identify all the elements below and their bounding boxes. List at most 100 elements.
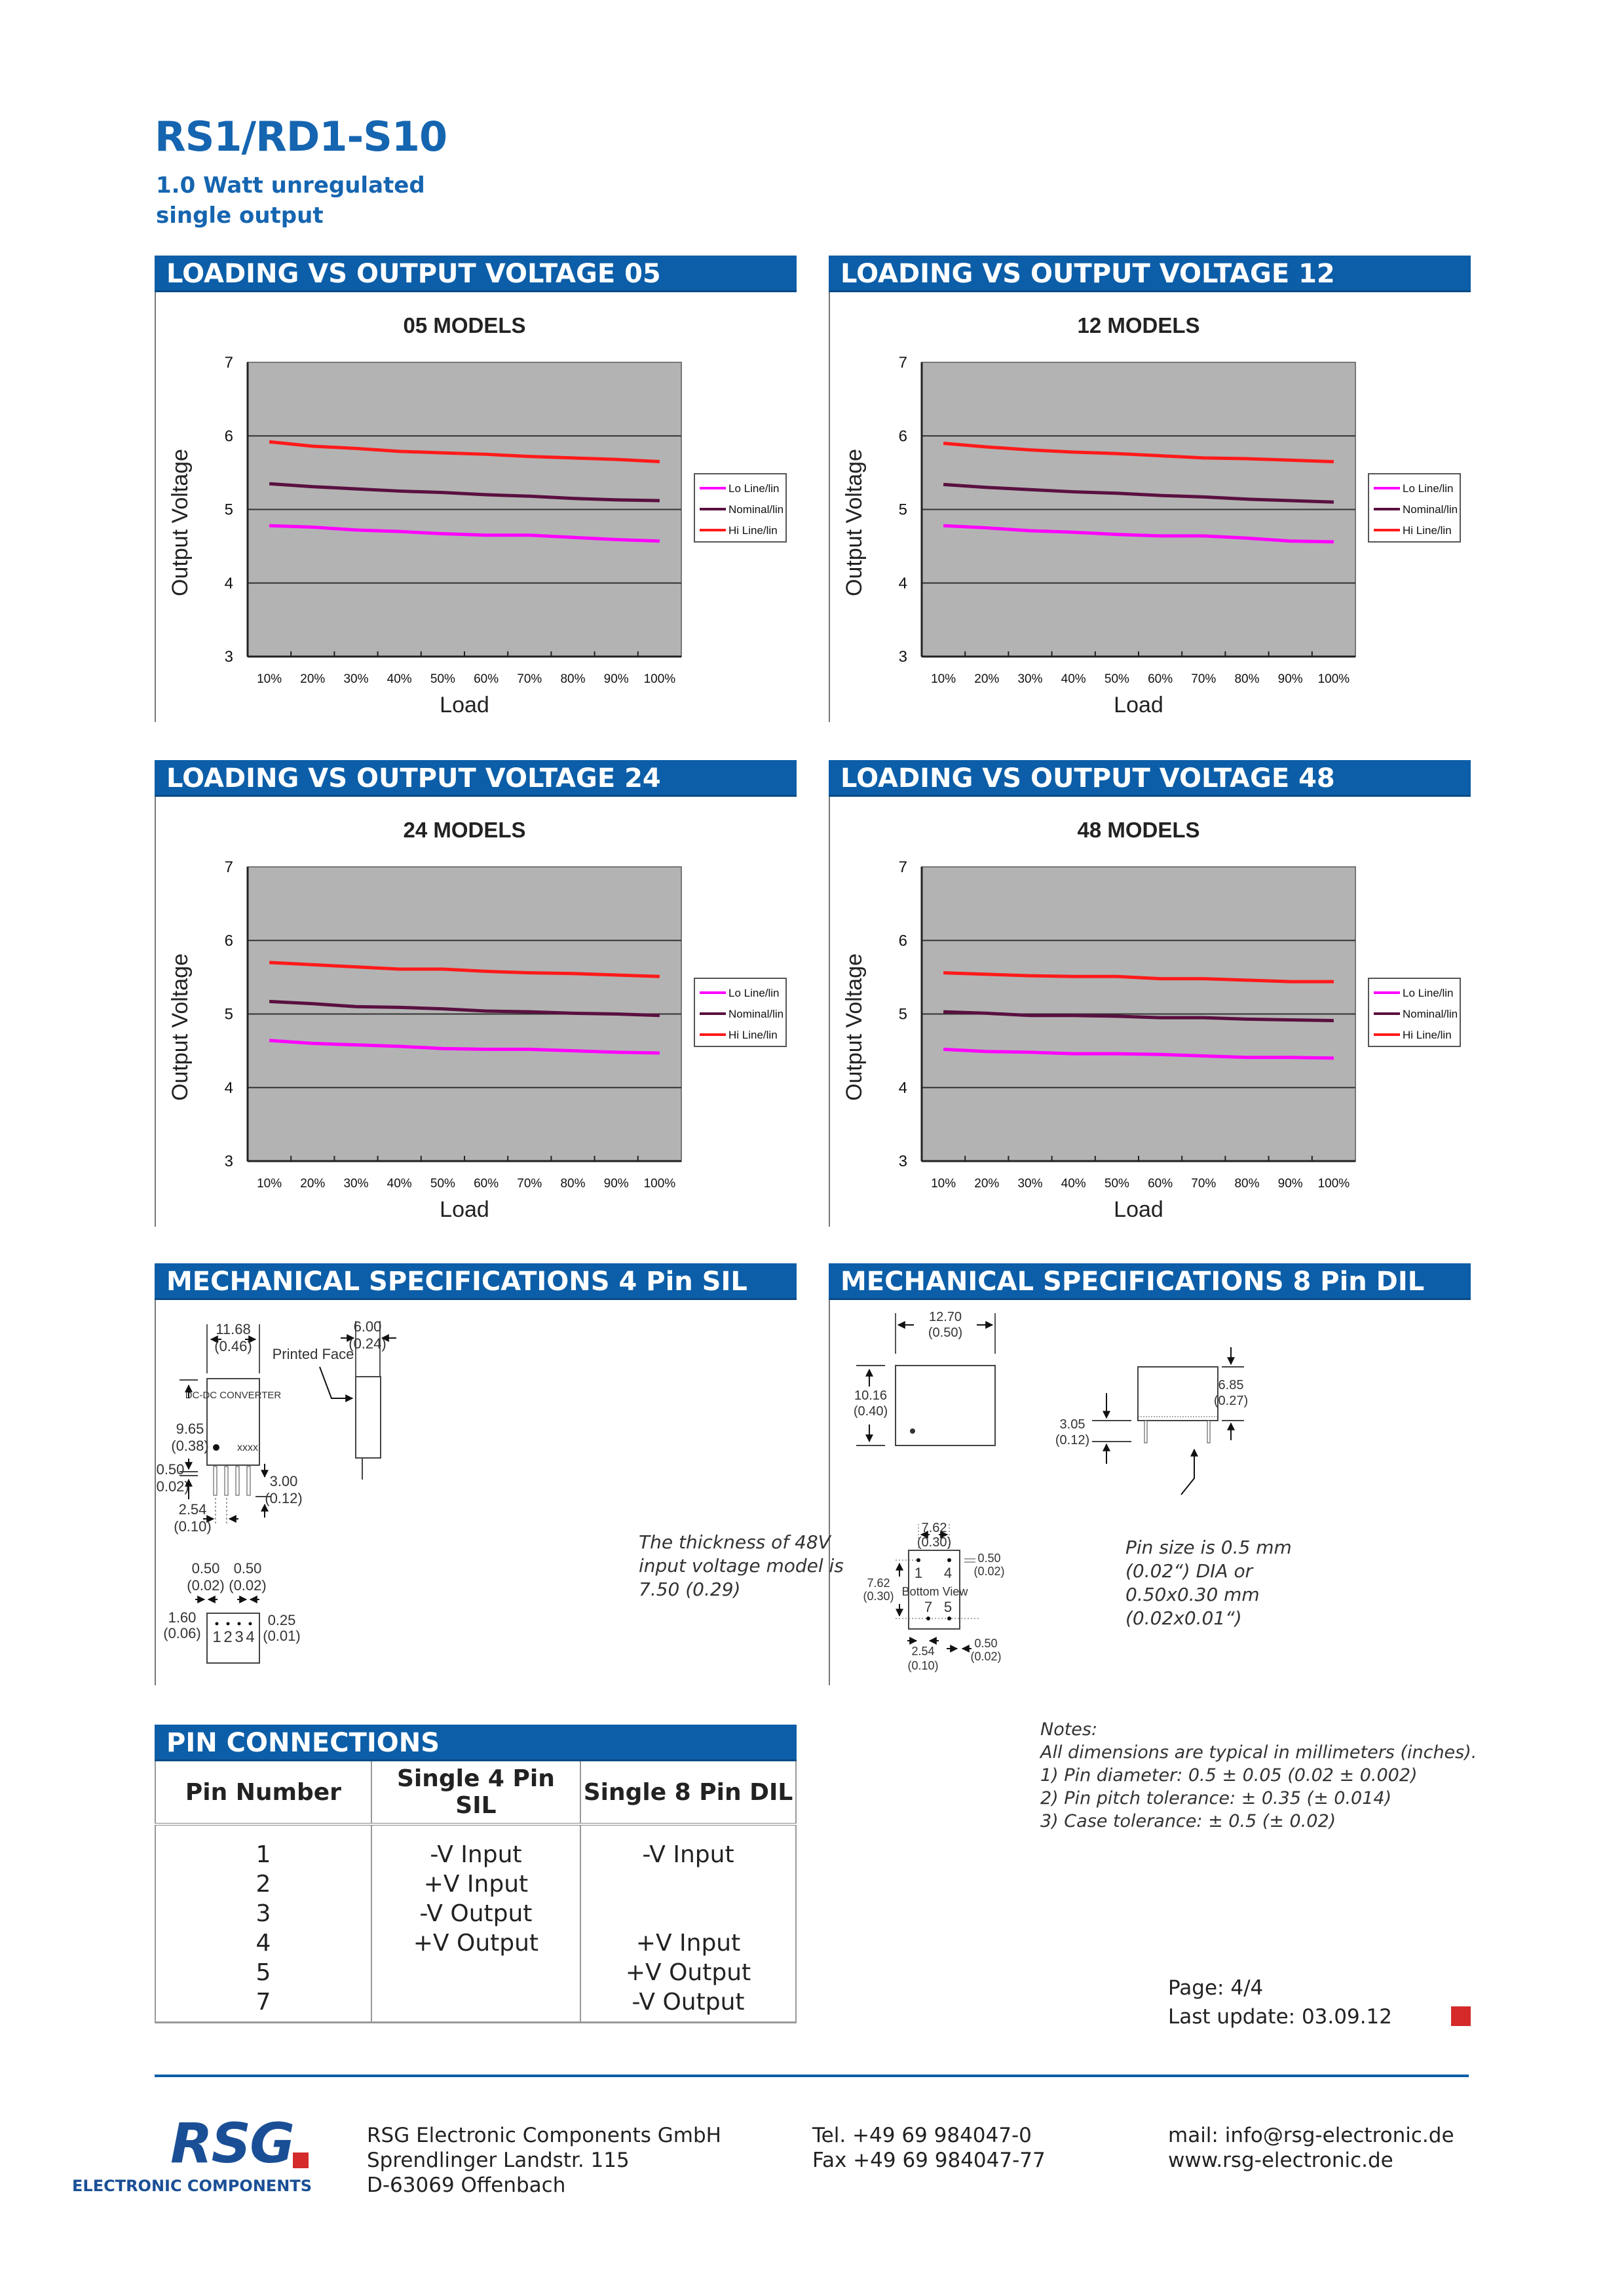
series-line (943, 441, 1334, 464)
dil-col-in: (0.30) (863, 1590, 894, 1603)
y-tick-label: 6 (225, 427, 233, 445)
sil-standoff-mm: 0.50 (157, 1461, 185, 1478)
note-line: The thickness of 48V (639, 1531, 831, 1553)
y-tick-label: 7 (899, 354, 907, 372)
x-tick-label: 100% (644, 672, 676, 686)
sil-pinw2-mm: 0.50 (234, 1560, 262, 1577)
legend-label: Nominal/lin (1403, 503, 1458, 516)
x-tick-label: 50% (1105, 1177, 1129, 1191)
note-item: 2) Pin pitch tolerance: ± 0.35 (± 0.014) (1040, 1788, 1392, 1808)
x-tick-label: 100% (1318, 672, 1350, 686)
sil-function: -V Input (430, 1841, 522, 1868)
x-tick-label: 70% (1191, 672, 1216, 686)
section-border (829, 1300, 830, 1685)
pin-connections-table: Pin Number Single 4 Pin SIL Single 8 Pin… (155, 1761, 797, 2023)
legend-label: Hi Line/lin (728, 1029, 778, 1041)
dil-case-top (895, 1365, 996, 1446)
product-title: RS1/RD1-S10 (155, 113, 447, 161)
dil-case-side (1137, 1366, 1218, 1421)
sil-pint-in: (0.01) (263, 1628, 300, 1644)
company-name: RSG Electronic Components GmbH (367, 2124, 721, 2147)
chart-title: 24 MODELS (403, 818, 525, 842)
sil-pin-number: 4 (246, 1628, 254, 1646)
section-header-chart-48: LOADING VS OUTPUT VOLTAGE 48 (829, 760, 1471, 797)
x-tick-label: 60% (1148, 672, 1173, 686)
x-tick-label: 10% (257, 1177, 282, 1191)
tel: Tel. +49 69 984047-0 (812, 2124, 1032, 2147)
logo-red-square (293, 2152, 309, 2168)
chart-title: 12 MODELS (1077, 313, 1199, 337)
page-info: Page: 4/4 Last update: 03.09.12 (1168, 1974, 1392, 2031)
notes-intro: All dimensions are typical in millimeter… (1040, 1742, 1477, 1763)
y-tick-label: 7 (225, 858, 233, 876)
section-border (829, 292, 830, 722)
dil-function: +V Output (625, 1959, 751, 1986)
column-header-pin-number: Pin Number (155, 1761, 372, 1826)
x-tick-label: 10% (257, 672, 282, 686)
sil-case-front (206, 1378, 260, 1466)
x-tick-label: 60% (474, 672, 499, 686)
y-tick-label: 7 (899, 858, 907, 876)
x-axis-label: Load (440, 1197, 489, 1222)
dil-bodyh-mm: 6.85 (1218, 1378, 1244, 1392)
series-line (269, 524, 660, 543)
series-line (943, 524, 1334, 544)
series-line (943, 482, 1334, 504)
y-tick-label: 5 (225, 501, 233, 519)
sil-function (373, 1987, 579, 2017)
dil-case-bottom (908, 1550, 960, 1630)
pin-number: 1 (255, 1841, 271, 1868)
legend-label: Hi Line/lin (728, 524, 778, 537)
sil-pin-number: 1 (212, 1628, 221, 1646)
sil-depth-in: (0.24) (349, 1335, 386, 1352)
mech-sil-drawing: 11.68 (0.46) DC-DC CONVERTER xxxx 9.65 (… (156, 1318, 396, 1664)
website-link[interactable]: www.rsg-electronic.de (1168, 2149, 1393, 2172)
y-tick-label: 3 (899, 648, 907, 666)
dil-pin-number: 1 (915, 1565, 922, 1581)
sil-pinoff-in: (0.06) (163, 1625, 200, 1641)
y-axis-label: Output Voltage (168, 449, 193, 596)
y-tick-label: 3 (899, 1153, 907, 1170)
dil-pin-number: 5 (944, 1599, 952, 1615)
x-tick-label: 10% (931, 672, 956, 686)
x-tick-label: 70% (517, 672, 542, 686)
x-tick-label: 40% (1061, 1177, 1086, 1191)
x-tick-label: 20% (974, 672, 999, 686)
section-header-chart-05: LOADING VS OUTPUT VOLTAGE 05 (155, 256, 797, 292)
sil-thickness-note: The thickness of 48V input voltage model… (639, 1531, 844, 1601)
sil-case-bottom (206, 1613, 260, 1664)
email-link[interactable]: mail: info@rsg-electronic.de (1168, 2124, 1454, 2147)
company-address: RSG Electronic Components GmbH Sprendlin… (367, 2123, 721, 2198)
legend-label: Nominal/lin (728, 503, 784, 516)
page-number: Page: 4/4 (1168, 1976, 1264, 2000)
note-item: 3) Case tolerance: ± 0.5 (± 0.02) (1040, 1811, 1336, 1831)
sil-pitch-in: (0.10) (174, 1518, 211, 1535)
subtitle-line-2: single output (156, 202, 324, 229)
sil-function: +V Output (413, 1930, 539, 1957)
y-tick-label: 5 (899, 1006, 907, 1024)
product-subtitle: 1.0 Watt unregulated single output (156, 170, 425, 231)
x-tick-label: 10% (931, 1177, 956, 1191)
section-header-pin-connections: PIN CONNECTIONS (155, 1725, 797, 1761)
sil-case-label: DC-DC CONVERTER (185, 1390, 282, 1401)
sil-width-in: (0.46) (214, 1338, 252, 1354)
series-line (269, 961, 660, 978)
x-tick-label: 100% (644, 1177, 676, 1191)
dil-col-mm: 7.62 (867, 1577, 890, 1590)
logo-subtitle: ELECTRONIC COMPONENTS (72, 2177, 312, 2195)
footer-divider (155, 2075, 1469, 2077)
chart-title: 05 MODELS (403, 313, 525, 337)
dil-function: -V Output (632, 1989, 745, 2016)
pin-number: 7 (255, 1989, 271, 2016)
sil-function (373, 1958, 579, 1987)
chart-05-models: 05 MODELS 3 4 5 6 7 10% 20% 30% 40% 50% 60% 70% 80% 90… (168, 313, 787, 718)
legend-label: Lo Line/lin (728, 987, 780, 999)
sil-case-side (355, 1376, 381, 1459)
x-tick-label: 60% (474, 1177, 499, 1191)
company-contact: mail: info@rsg-electronic.de www.rsg-ele… (1168, 2123, 1454, 2173)
x-tick-label: 70% (1191, 1177, 1216, 1191)
dil-pin-number: 7 (924, 1599, 932, 1615)
note-item: 1) Pin diameter: 0.5 ± 0.05 (0.02 ± 0.00… (1040, 1765, 1418, 1786)
dil-edge-in: (0.02) (973, 1565, 1004, 1578)
legend-label: Nominal/lin (728, 1008, 784, 1020)
